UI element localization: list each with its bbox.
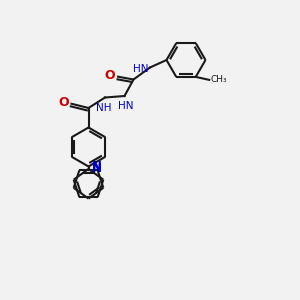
Text: HN: HN	[133, 64, 149, 74]
Text: N: N	[92, 161, 102, 175]
Text: HN: HN	[118, 100, 134, 110]
Text: CH₃: CH₃	[210, 75, 227, 84]
Text: O: O	[58, 96, 69, 109]
Text: O: O	[104, 69, 115, 82]
Text: N: N	[92, 160, 102, 173]
Text: NH: NH	[96, 103, 112, 113]
